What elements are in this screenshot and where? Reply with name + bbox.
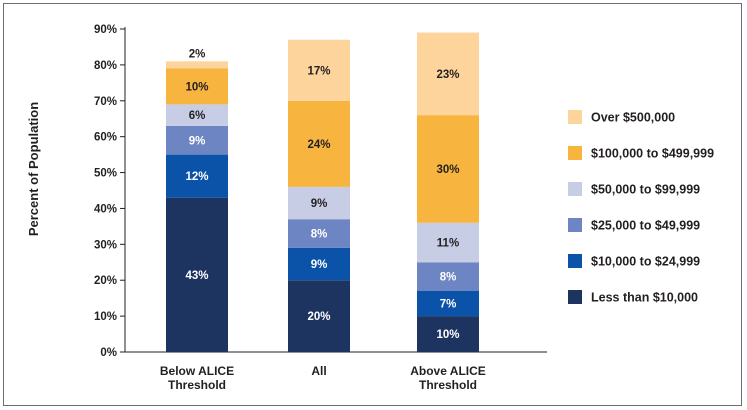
bar-segment [417,115,479,223]
stacked-bar-chart: Percent of Population 0% 10% 20% 30% 40% 50% 6… [26,24,714,392]
y-axis-title: Percent of Population [26,102,41,236]
data-label: 23% [436,69,459,81]
data-label: 30% [436,164,459,176]
legend-label: $10,000 to $24,999 [591,255,700,269]
y-tick-label: 80% [94,60,117,72]
bar-segment [417,32,479,116]
legend-label: Less than $10,000 [591,291,698,305]
x-tick-label: Below ALICE [160,364,234,378]
x-tick-label: All [311,364,326,378]
data-label: 12% [185,171,208,183]
bar-segment [288,100,350,187]
bar-segment [288,39,350,101]
data-label: 11% [437,238,459,250]
data-label: 20% [307,311,330,323]
y-tick-label: 30% [94,239,117,251]
bar-segment [166,68,228,105]
x-tick-label: Above ALICE [410,364,486,378]
x-tick-label: Threshold [419,378,477,392]
data-label: 2% [189,48,206,60]
data-label: 8% [440,272,457,284]
y-tick-label: 20% [94,275,117,287]
data-label: 6% [189,110,206,122]
legend-swatch [568,290,582,304]
bar-segment [288,247,350,281]
y-tick-label: 50% [94,168,117,180]
data-label: 43% [185,270,208,282]
y-tick-label: 10% [94,311,117,323]
data-label: 8% [311,229,328,241]
legend-swatch [568,218,582,232]
data-label: 9% [311,259,328,271]
bar-segment [166,61,228,69]
legend-label: $25,000 to $49,999 [591,219,700,233]
y-tick-label: 60% [94,132,117,144]
data-label: 17% [307,65,330,77]
y-tick-label: 70% [94,96,117,108]
bar-segment [288,219,350,248]
bar-segment [288,280,350,352]
legend-swatch [568,146,582,160]
y-tick-label: 40% [94,203,117,215]
bar-segment [417,262,479,291]
data-label: 24% [307,139,330,151]
bar-segment [288,186,350,220]
legend-swatch [568,254,582,268]
data-label: 7% [440,299,457,311]
bar-segment [417,290,479,317]
data-label: 10% [185,81,208,93]
x-tick-label: Threshold [168,378,226,392]
data-label: 9% [189,135,206,147]
chart-frame: Percent of Population 0% 10% 20% 30% 40% 50% 6… [3,3,742,406]
legend-label: $50,000 to $99,999 [591,183,700,197]
legend: Over $500,000 $100,000 to $499,999 $50,000… [568,110,714,305]
bar-segment [166,154,228,198]
y-tick-label: 0% [100,347,117,359]
y-tick-label: 90% [94,24,117,36]
legend-label: Over $500,000 [591,111,675,125]
bars: 43% 12% 9% 6% 10% 2% 20% 9% 8% 9% 24% 17% 10% 7% 8% 11%… [166,32,479,352]
bar-segment [166,125,228,155]
bar-segment [166,197,228,352]
data-label: 10% [436,329,459,341]
bar-segment [417,222,479,263]
legend-label: $100,000 to $499,999 [591,147,714,161]
bar-segment [166,104,228,126]
legend-swatch [568,110,582,124]
legend-swatch [568,182,582,196]
bar-segment [417,316,479,352]
data-label: 9% [311,198,328,210]
